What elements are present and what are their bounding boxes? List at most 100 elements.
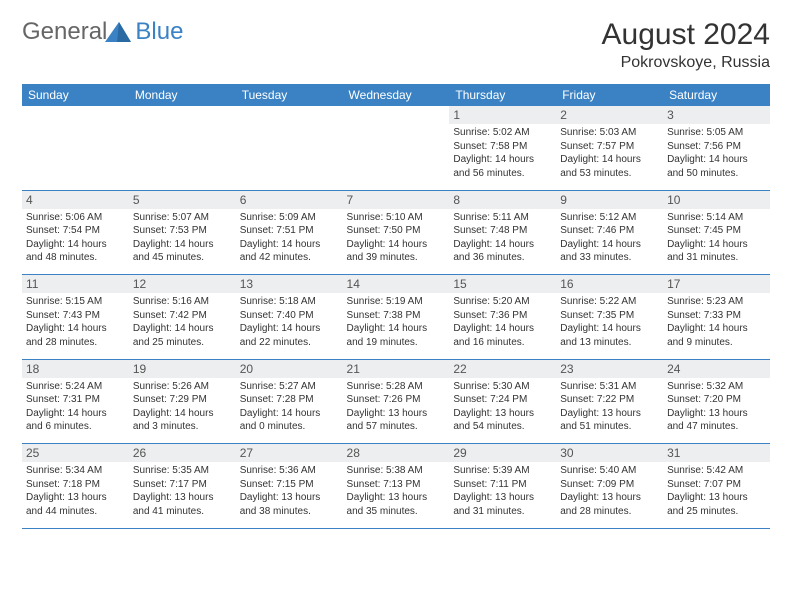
daylight-text: Daylight: 13 hours and 35 minutes. — [347, 491, 446, 518]
day-content-row: Sunrise: 5:02 AMSunset: 7:58 PMDaylight:… — [22, 124, 770, 190]
sunrise-text: Sunrise: 5:22 AM — [560, 295, 659, 309]
day-number: 26 — [129, 444, 236, 463]
sunset-text: Sunset: 7:35 PM — [560, 309, 659, 323]
day-number: 20 — [236, 359, 343, 378]
calendar-table: SundayMondayTuesdayWednesdayThursdayFrid… — [22, 84, 770, 529]
day-content-row: Sunrise: 5:34 AMSunset: 7:18 PMDaylight:… — [22, 462, 770, 528]
day-number: 2 — [556, 106, 663, 124]
day-number: 27 — [236, 444, 343, 463]
day-content-row: Sunrise: 5:06 AMSunset: 7:54 PMDaylight:… — [22, 209, 770, 275]
day-header: Saturday — [663, 84, 770, 106]
day-cell: Sunrise: 5:16 AMSunset: 7:42 PMDaylight:… — [129, 293, 236, 359]
daylight-text: Daylight: 14 hours and 33 minutes. — [560, 238, 659, 265]
sunrise-text: Sunrise: 5:39 AM — [453, 464, 552, 478]
daylight-text: Daylight: 14 hours and 19 minutes. — [347, 322, 446, 349]
sunset-text: Sunset: 7:07 PM — [667, 478, 766, 492]
sunrise-text: Sunrise: 5:16 AM — [133, 295, 232, 309]
sunrise-text: Sunrise: 5:18 AM — [240, 295, 339, 309]
sunset-text: Sunset: 7:46 PM — [560, 224, 659, 238]
daylight-text: Daylight: 14 hours and 36 minutes. — [453, 238, 552, 265]
sunset-text: Sunset: 7:36 PM — [453, 309, 552, 323]
day-number-row: 18192021222324 — [22, 359, 770, 378]
day-cell: Sunrise: 5:36 AMSunset: 7:15 PMDaylight:… — [236, 462, 343, 528]
day-number: 25 — [22, 444, 129, 463]
sunset-text: Sunset: 7:57 PM — [560, 140, 659, 154]
daylight-text: Daylight: 14 hours and 50 minutes. — [667, 153, 766, 180]
sunset-text: Sunset: 7:26 PM — [347, 393, 446, 407]
day-cell: Sunrise: 5:39 AMSunset: 7:11 PMDaylight:… — [449, 462, 556, 528]
sunset-text: Sunset: 7:33 PM — [667, 309, 766, 323]
logo-text-general: General — [22, 18, 107, 46]
logo: General Blue — [22, 18, 183, 46]
day-header-row: SundayMondayTuesdayWednesdayThursdayFrid… — [22, 84, 770, 106]
sunset-text: Sunset: 7:58 PM — [453, 140, 552, 154]
day-number: 23 — [556, 359, 663, 378]
sunrise-text: Sunrise: 5:32 AM — [667, 380, 766, 394]
day-number: 16 — [556, 275, 663, 294]
sunset-text: Sunset: 7:13 PM — [347, 478, 446, 492]
daylight-text: Daylight: 13 hours and 41 minutes. — [133, 491, 232, 518]
title-block: August 2024 Pokrovskoye, Russia — [602, 18, 770, 72]
day-cell — [236, 124, 343, 190]
sunset-text: Sunset: 7:09 PM — [560, 478, 659, 492]
day-cell: Sunrise: 5:20 AMSunset: 7:36 PMDaylight:… — [449, 293, 556, 359]
sunset-text: Sunset: 7:31 PM — [26, 393, 125, 407]
day-number: 12 — [129, 275, 236, 294]
day-cell: Sunrise: 5:28 AMSunset: 7:26 PMDaylight:… — [343, 378, 450, 444]
sunset-text: Sunset: 7:53 PM — [133, 224, 232, 238]
day-header: Monday — [129, 84, 236, 106]
day-cell: Sunrise: 5:18 AMSunset: 7:40 PMDaylight:… — [236, 293, 343, 359]
day-number: 17 — [663, 275, 770, 294]
sunrise-text: Sunrise: 5:30 AM — [453, 380, 552, 394]
sunset-text: Sunset: 7:18 PM — [26, 478, 125, 492]
sunrise-text: Sunrise: 5:03 AM — [560, 126, 659, 140]
day-cell: Sunrise: 5:09 AMSunset: 7:51 PMDaylight:… — [236, 209, 343, 275]
daylight-text: Daylight: 14 hours and 39 minutes. — [347, 238, 446, 265]
day-content-row: Sunrise: 5:24 AMSunset: 7:31 PM Daylight:… — [22, 378, 770, 444]
page-header: General Blue August 2024 Pokrovskoye, Ru… — [22, 18, 770, 72]
day-number: 5 — [129, 190, 236, 209]
sunset-text: Sunset: 7:15 PM — [240, 478, 339, 492]
sunrise-text: Sunrise: 5:14 AM — [667, 211, 766, 225]
sunset-text: Sunset: 7:45 PM — [667, 224, 766, 238]
sunrise-text: Sunrise: 5:27 AM — [240, 380, 339, 394]
day-cell: Sunrise: 5:32 AMSunset: 7:20 PMDaylight:… — [663, 378, 770, 444]
day-number: 14 — [343, 275, 450, 294]
day-cell: Sunrise: 5:05 AMSunset: 7:56 PMDaylight:… — [663, 124, 770, 190]
day-content-row: Sunrise: 5:15 AMSunset: 7:43 PMDaylight:… — [22, 293, 770, 359]
sunrise-text: Sunrise: 5:38 AM — [347, 464, 446, 478]
day-cell: Sunrise: 5:06 AMSunset: 7:54 PMDaylight:… — [22, 209, 129, 275]
day-cell: Sunrise: 5:12 AMSunset: 7:46 PMDaylight:… — [556, 209, 663, 275]
daylight-text: Daylight: 13 hours and 51 minutes. — [560, 407, 659, 434]
day-number — [129, 106, 236, 124]
day-cell: Sunrise: 5:42 AMSunset: 7:07 PMDaylight:… — [663, 462, 770, 528]
sunrise-text: Sunrise: 5:12 AM — [560, 211, 659, 225]
daylight-text: Daylight: 13 hours and 57 minutes. — [347, 407, 446, 434]
day-number: 10 — [663, 190, 770, 209]
day-cell: Sunrise: 5:02 AMSunset: 7:58 PMDaylight:… — [449, 124, 556, 190]
day-cell — [343, 124, 450, 190]
sunset-text: Sunset: 7:38 PM — [347, 309, 446, 323]
day-number: 1 — [449, 106, 556, 124]
sunrise-text: Sunrise: 5:15 AM — [26, 295, 125, 309]
daylight-text: Daylight: 14 hours and 9 minutes. — [667, 322, 766, 349]
sunset-text: Sunset: 7:51 PM — [240, 224, 339, 238]
day-number: 9 — [556, 190, 663, 209]
day-number: 13 — [236, 275, 343, 294]
daylight-text: Daylight: 13 hours and 54 minutes. — [453, 407, 552, 434]
sunrise-text: Sunrise: 5:07 AM — [133, 211, 232, 225]
sunrise-text: Sunrise: 5:40 AM — [560, 464, 659, 478]
day-number: 30 — [556, 444, 663, 463]
sunrise-text: Sunrise: 5:26 AM — [133, 380, 232, 394]
sunset-text: Sunset: 7:20 PM — [667, 393, 766, 407]
sunrise-text: Sunrise: 5:24 AM — [26, 380, 125, 394]
day-cell: Sunrise: 5:03 AMSunset: 7:57 PMDaylight:… — [556, 124, 663, 190]
day-number: 11 — [22, 275, 129, 294]
daylight-text: Daylight: 14 hours and 42 minutes. — [240, 238, 339, 265]
daylight-text: Daylight: 14 hours and 56 minutes. — [453, 153, 552, 180]
sunrise-text: Sunrise: 5:31 AM — [560, 380, 659, 394]
day-header: Tuesday — [236, 84, 343, 106]
day-cell: Sunrise: 5:24 AMSunset: 7:31 PMDaylight:… — [22, 378, 129, 444]
day-number: 3 — [663, 106, 770, 124]
daylight-text: Daylight: 14 hours and 45 minutes. — [133, 238, 232, 265]
